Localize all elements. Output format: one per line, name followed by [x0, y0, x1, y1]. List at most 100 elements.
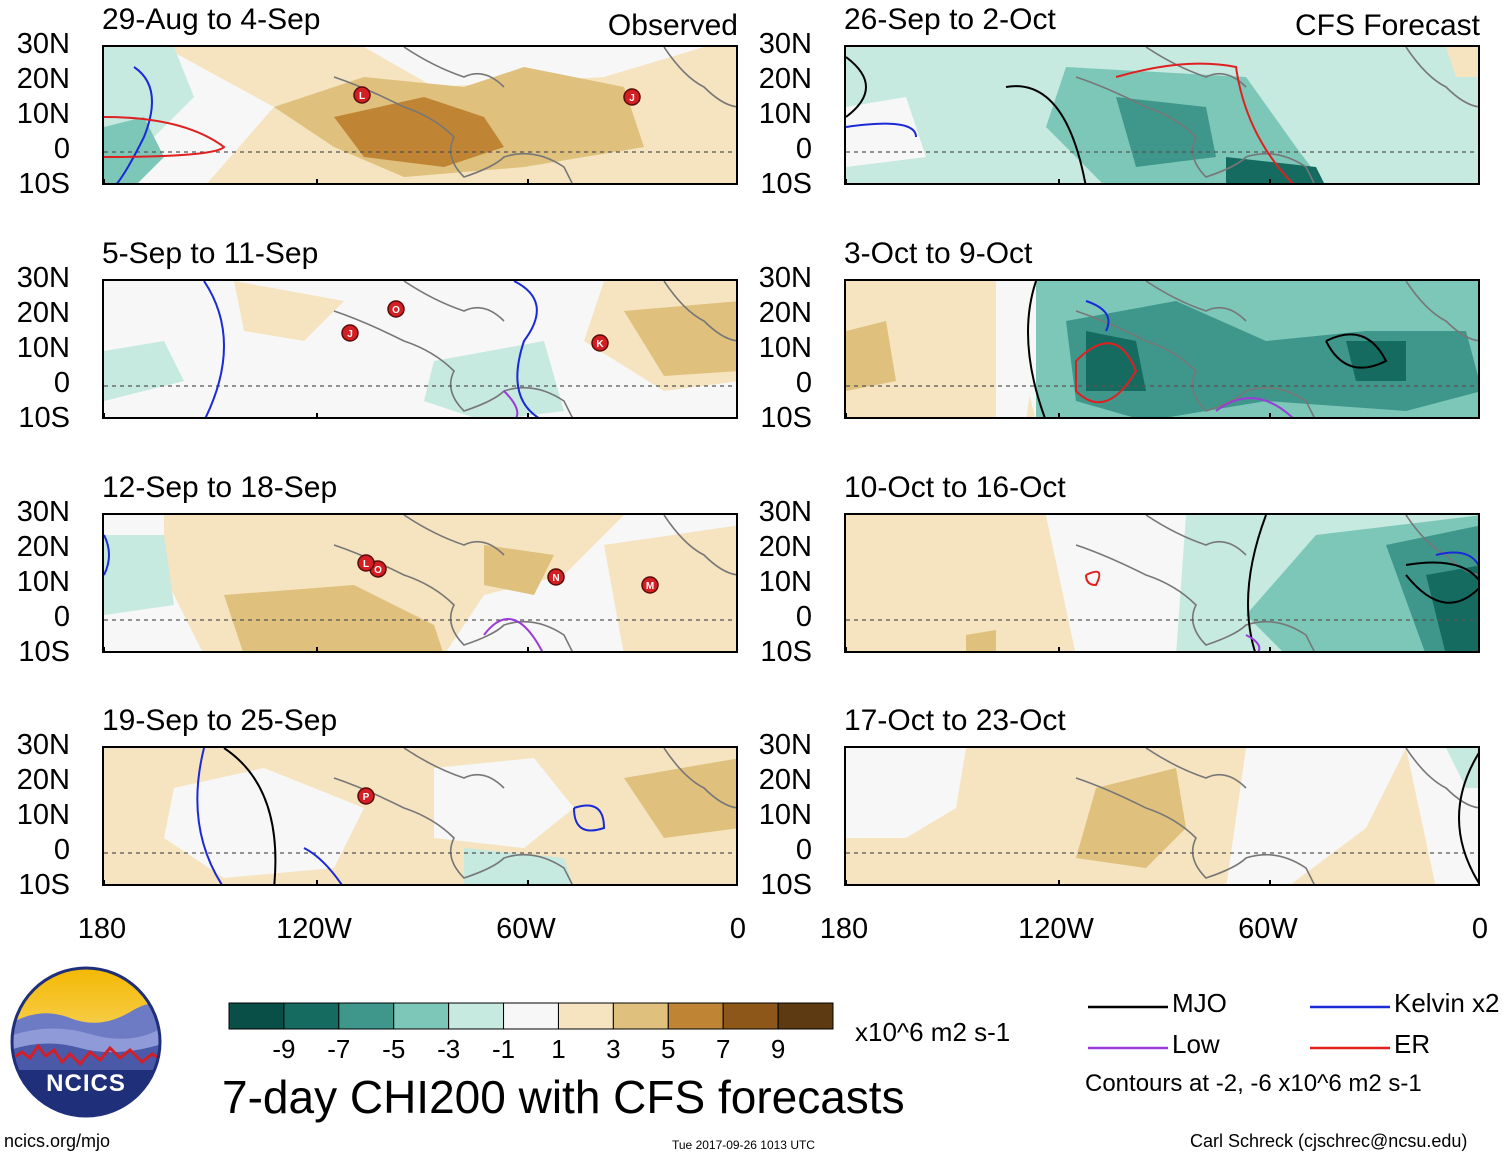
- footer-url[interactable]: ncics.org/mjo: [4, 1131, 111, 1151]
- colorbar-units: x10^6 m2 s-1: [855, 1017, 1011, 1047]
- chi200-field: [334, 97, 504, 167]
- wave-contour: [1115, 62, 1294, 183]
- wave-contour: [1325, 333, 1388, 369]
- map-panel: [844, 746, 1480, 886]
- storm-letter: L: [363, 559, 369, 570]
- lat-tick-label: 10N: [758, 566, 812, 598]
- colorbar-swatch: [612, 1002, 669, 1030]
- storm-marker: N: [547, 568, 565, 586]
- colorbar-tick-label: -7: [327, 1034, 351, 1064]
- storm-letter: J: [347, 329, 353, 340]
- lat-tick-label: 10S: [760, 168, 812, 200]
- chi200-field: [1086, 331, 1146, 391]
- legend-label: MJO: [1172, 988, 1227, 1018]
- lat-tick-label: 0: [53, 367, 70, 399]
- footer-author: Carl Schreck (cjschrec@ncsu.edu): [1190, 1131, 1468, 1151]
- ncics-logo[interactable]: NCICS: [10, 966, 162, 1123]
- chi200-field: [424, 341, 564, 417]
- wave-contour: [1005, 85, 1087, 183]
- lon-tick-label: 60W: [1238, 913, 1298, 945]
- legend-line: [1310, 1046, 1390, 1050]
- storm-marker: K: [591, 334, 609, 352]
- colorbar-tick-label: -9: [272, 1034, 296, 1064]
- wave-contour: [1247, 515, 1267, 651]
- coastline: [1075, 281, 1478, 417]
- storm-letter: O: [392, 305, 400, 316]
- storm-marker: J: [341, 324, 359, 342]
- lat-tick-label: 10N: [758, 799, 812, 831]
- chi200-field: [624, 301, 736, 376]
- lat-tick-label: 10N: [16, 799, 70, 831]
- chi200-field: [1066, 301, 1478, 417]
- lat-tick-label: 30N: [758, 729, 812, 761]
- lat-tick-label: 10N: [16, 332, 70, 364]
- lat-tick-label: 10S: [760, 402, 812, 434]
- storm-letter: J: [629, 93, 635, 104]
- map-panel: [844, 45, 1480, 185]
- lat-tick-label: 10S: [18, 168, 70, 200]
- lat-tick-label: 10N: [758, 332, 812, 364]
- contour-note: Contours at -2, -6 x10^6 m2 s-1: [1085, 1070, 1422, 1097]
- lat-tick-label: 30N: [16, 262, 70, 294]
- lat-tick-label: 20N: [758, 764, 812, 796]
- wave-contour: [1075, 342, 1138, 404]
- lat-tick-label: 0: [53, 834, 70, 866]
- lat-tick-label: 20N: [758, 531, 812, 563]
- chi200-field: [104, 341, 184, 401]
- legend-line: [1310, 1005, 1390, 1009]
- storm-marker: L: [353, 86, 371, 104]
- wave-contour: [1027, 281, 1046, 417]
- lat-tick-label: 20N: [16, 531, 70, 563]
- chi200-field: [846, 321, 896, 391]
- colorbar-swatch: [777, 1002, 834, 1030]
- lat-tick-label: 0: [795, 133, 812, 165]
- lat-tick-label: 0: [53, 601, 70, 633]
- storm-letter: L: [359, 91, 365, 102]
- panel-title: 12-Sep to 18-Sep: [102, 471, 338, 504]
- colorbar-tick-label: 5: [661, 1034, 676, 1064]
- panel-title: 29-Aug to 4-Sep: [102, 3, 321, 36]
- lat-tick-label: 10N: [16, 566, 70, 598]
- lon-tick-label: 0: [729, 913, 747, 945]
- chi200-field: [624, 758, 736, 838]
- chi200-field: [104, 535, 174, 615]
- lat-tick-label: 30N: [758, 496, 812, 528]
- chi200-field: [484, 545, 554, 595]
- panel-title: 19-Sep to 25-Sep: [102, 704, 338, 737]
- storm-letter: K: [596, 339, 604, 350]
- legend-label: ER: [1394, 1029, 1431, 1059]
- colorbar-tick-label: 3: [606, 1034, 621, 1064]
- chi200-field: [1046, 515, 1186, 651]
- wave-contour: [1085, 300, 1110, 332]
- storm-marker: P: [357, 787, 375, 805]
- chi200-field: [1226, 748, 1406, 884]
- lat-tick-label: 30N: [758, 28, 812, 60]
- storm-letter: P: [363, 792, 370, 803]
- chi200-field: [604, 525, 736, 651]
- legend-line: [1088, 1046, 1168, 1050]
- colorbar-swatch: [722, 1002, 779, 1030]
- wave-contour: [1435, 551, 1478, 567]
- lat-tick-label: 10N: [16, 98, 70, 130]
- storm-marker: M: [641, 576, 659, 594]
- lat-tick-label: 10S: [760, 636, 812, 668]
- storm-marker: O: [387, 300, 405, 318]
- chi200-field: [164, 768, 364, 878]
- chi200-field: [966, 630, 996, 651]
- colorbar-swatch: [557, 1002, 614, 1030]
- lat-tick-label: 30N: [16, 28, 70, 60]
- wave-contour: [573, 804, 606, 832]
- logo-text: NCICS: [46, 1070, 126, 1097]
- chi200-field: [1446, 748, 1478, 788]
- lon-tick-label: 0: [1471, 913, 1489, 945]
- lat-tick-label: 30N: [758, 262, 812, 294]
- map-panel: O K J: [102, 279, 738, 419]
- colorbar-swatch: [503, 1002, 559, 1030]
- coastline: [333, 47, 736, 183]
- wave-contour: [483, 618, 543, 651]
- lat-tick-label: 10S: [18, 636, 70, 668]
- storm-letter: M: [646, 581, 654, 592]
- lat-tick-label: 10N: [758, 98, 812, 130]
- column-label: Observed: [607, 9, 738, 42]
- wave-contour: [104, 116, 226, 158]
